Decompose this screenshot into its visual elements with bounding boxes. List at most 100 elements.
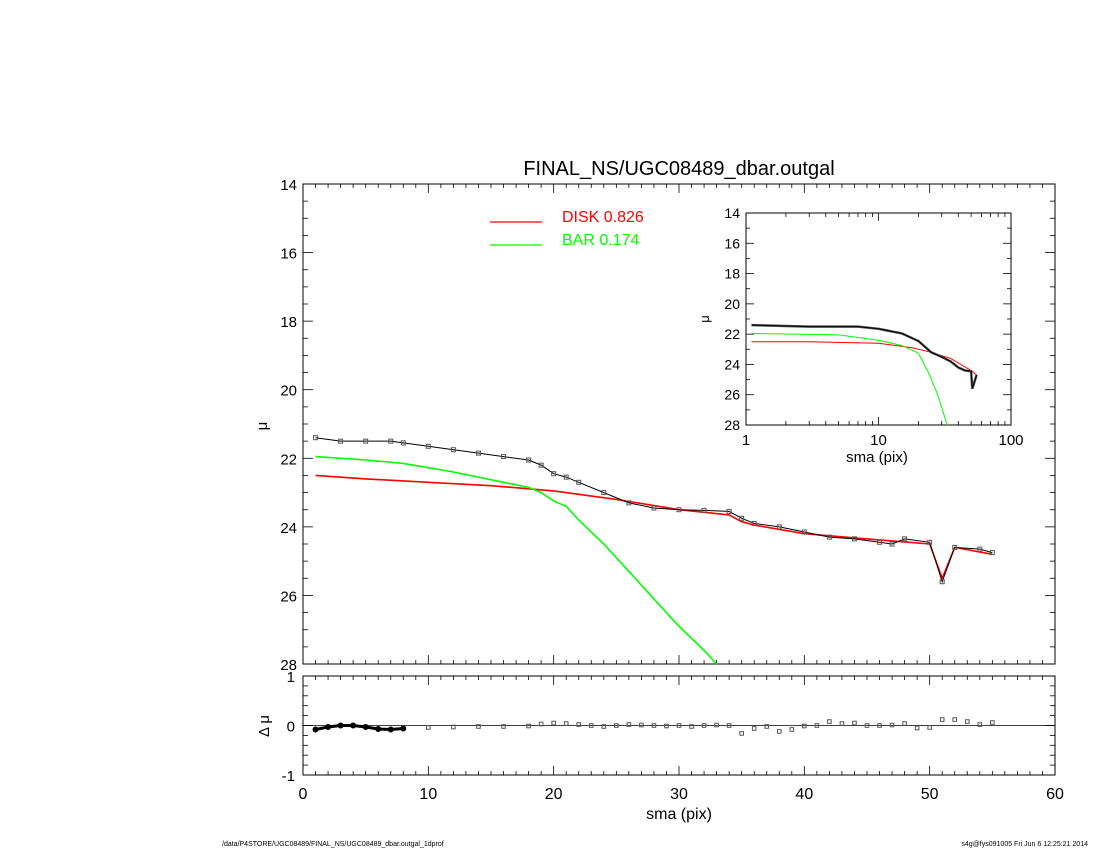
main-plot-group: 14 16 18 20 22 24 26 28 DISK 0.826 BAR 0.174 [280,177,1056,674]
main-data-point [526,457,532,463]
inset-y-tick-label: 16 [724,235,740,251]
residual-data-point [476,724,481,729]
inset-data-line [751,324,978,389]
inset-series-line [751,332,948,426]
main-data-point [952,544,958,550]
residual-data-point [864,723,870,728]
inset-plot-group: 1 10 100 14 16 18 20 22 24 26 28 [724,205,1023,449]
residual-y-axis-label: Δ μ [256,715,273,737]
main-data-point [851,536,857,542]
main-data-point [801,529,807,535]
residual-data-point [902,721,907,726]
residual-x-tick-label: 40 [795,786,813,803]
residual-data-point [576,722,582,727]
inset-series-line [751,341,977,376]
residual-plot-group: 0 10 20 30 40 50 60-101 [282,669,1064,803]
inset-y-tick-label: 28 [724,417,740,433]
residual-data-point [676,723,682,728]
main-y-axis-label: μ [254,422,271,431]
residual-data-point [739,731,744,736]
main-series-line [315,474,993,581]
main-data-point [501,454,507,460]
residual-x-tick-label: 60 [1046,786,1064,803]
main-data-point [563,474,569,480]
residual-data-point [802,723,807,729]
main-data-point [450,447,456,453]
residual-x-tick-label: 30 [670,786,688,803]
residual-x-axis-label: sma (pix) [646,806,712,823]
main-data-point [388,438,394,444]
main-data-point [739,515,745,521]
main-y-tick-label: 20 [280,383,297,400]
residual-dense-band [315,724,404,732]
inset-y-tick-label: 18 [724,266,740,282]
residual-y-tick-label: 1 [287,669,295,686]
main-data-point [726,508,732,514]
residual-data-point [601,724,607,729]
inset-x-tick-label: 10 [870,432,887,449]
main-series-line [315,455,718,665]
main-data-point [626,500,632,506]
main-data-point [313,435,319,441]
footer-file-path: /data/P4STORE/UGC08489/FINAL_NS/UGC08489… [222,841,444,848]
residual-x-tick-label: 50 [921,786,939,803]
main-data-point [927,539,933,545]
inset-y-tick-label: 20 [724,296,740,312]
main-y-tick-label: 24 [280,520,297,537]
legend-label: BAR 0.174 [562,232,639,249]
residual-data-point [726,723,732,728]
residual-data-point [827,719,832,724]
residual-data-point [451,724,456,730]
residual-data-point [814,723,820,728]
main-data-point [538,462,544,468]
main-data-point [776,524,782,530]
residual-data-point [751,726,757,731]
residual-data-point [977,722,983,727]
main-y-tick-label: 18 [280,314,297,331]
residual-data-point [990,720,995,725]
residual-data-point [927,725,932,730]
residual-data-point [563,721,569,726]
residual-data-point [501,724,506,729]
inset-y-tick-label: 24 [724,356,740,372]
main-data-point [601,490,607,496]
main-data-point [676,507,682,513]
main-y-tick-label: 14 [280,177,297,194]
inset-plot-frame [745,212,1012,426]
main-data-point [576,479,582,485]
main-data-point [751,520,757,526]
residual-data-point [588,723,594,728]
main-data-point [400,440,406,446]
residual-data-point [526,723,531,729]
inset-x-tick-label: 1 [742,432,750,449]
main-data-point [939,579,945,585]
main-data-point [889,541,895,547]
residual-data-point [664,723,669,729]
residual-y-tick-label: -1 [282,768,295,785]
residual-data-point [789,727,795,732]
residual-data-point [701,723,707,728]
main-y-tick-label: 26 [280,588,297,605]
residual-data-point [689,724,694,729]
legend-label: DISK 0.826 [562,209,644,226]
residual-data-point [639,722,644,728]
inset-y-tick-label: 26 [724,387,740,403]
main-y-tick-label: 16 [280,246,297,263]
inset-y-tick-label: 14 [724,205,740,221]
main-data-point [651,505,657,511]
residual-data-point [651,723,657,728]
residual-data-point [626,722,632,727]
main-data-point [826,534,832,540]
main-y-tick-label: 22 [280,451,297,468]
main-data-point [363,438,369,444]
inset-y-tick-label: 22 [724,326,740,342]
main-data-line [315,437,993,584]
inset-x-axis-label: sma (pix) [846,449,908,466]
main-data-point [902,536,908,542]
residual-x-tick-label: 0 [299,786,308,803]
main-data-point [989,550,995,556]
residual-data-point [952,717,958,722]
residual-data-point [964,719,970,724]
main-data-point [977,546,983,552]
